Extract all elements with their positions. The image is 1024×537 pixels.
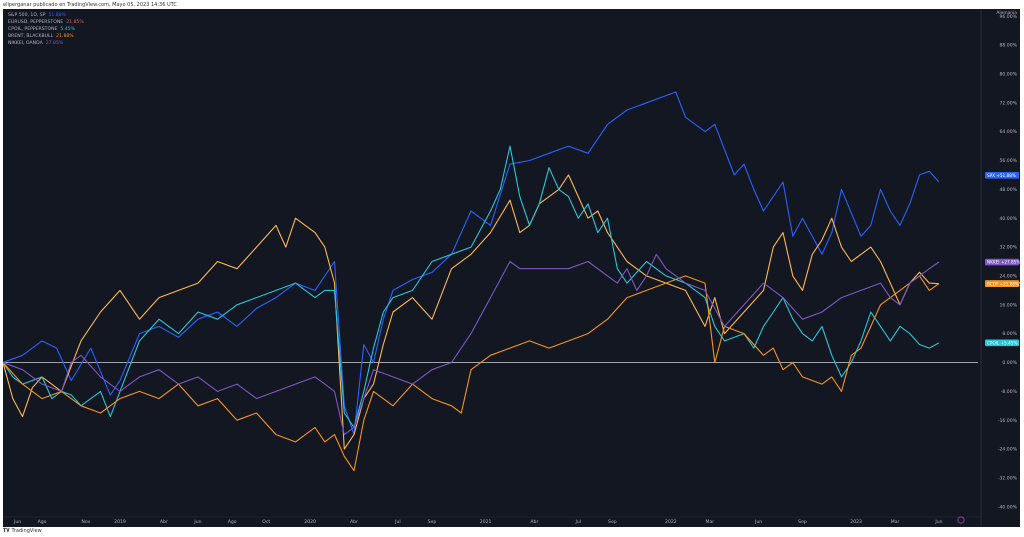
tradingview-footer: 𝐓𝐕 TradingView — [3, 528, 42, 534]
x-tick-label: Mar — [891, 519, 900, 525]
y-tick-label: 16.00% — [999, 302, 1017, 308]
x-tick-label: Ago — [38, 519, 47, 525]
x-tick-label: Sep — [608, 519, 617, 525]
chart-credit: eliperganar publicado en TradingView.com… — [3, 2, 177, 8]
y-axis-title: Alemania — [996, 10, 1017, 16]
legend-value: 21.88% — [56, 33, 74, 39]
y-tick-label: 72.00% — [999, 100, 1017, 106]
x-tick-label: Jul — [574, 519, 581, 525]
chart-panel[interactable]: 96.00% 88.00% 80.00% 72.00% 64.00% 56.00% 48.0… — [3, 9, 1020, 527]
series-value-tag-label: BCOY +21.88% — [987, 281, 1019, 286]
x-tick-label: Sep — [798, 519, 807, 525]
x-tick-label: 2019 — [114, 519, 126, 525]
series-line-spx[interactable] — [3, 91, 940, 436]
legend-name: NIKKEI, OANDA — [8, 40, 43, 46]
y-tick-label: 24.00% — [999, 274, 1017, 280]
chart-legend: S&P 500, 1D, SP 51.88% EURUSD, PEPPERSTON… — [8, 13, 84, 48]
x-tick-label: Jun — [934, 519, 942, 525]
legend-item-cpoil[interactable]: CPOIL, PEPPERSTONE 5.45% — [8, 27, 84, 34]
y-tick-label: 96.00% — [999, 14, 1017, 20]
x-tick-label: Nov — [81, 519, 90, 525]
tradingview-logo-icon: 𝐓𝐕 — [3, 528, 10, 534]
series-value-tag-label: CPOIL +5.45% — [987, 341, 1017, 346]
y-tick-label: -8.00% — [1001, 389, 1018, 395]
x-tick-label: Jul — [394, 519, 401, 525]
y-tick-label: 0.00% — [1002, 360, 1017, 366]
series-line-brent[interactable] — [3, 275, 940, 472]
legend-name: EURUSD, PEPPERSTONE — [8, 19, 64, 25]
legend-name: S&P 500, 1D, SP — [8, 13, 46, 18]
footer-brand: TradingView — [11, 528, 42, 534]
series-value-tag-label: NKKEI +27.85% — [987, 260, 1020, 265]
legend-name: BRENT, BLACKBULL — [8, 33, 54, 39]
x-tick-label: Abr — [350, 519, 358, 525]
series-value-tag — [985, 172, 1019, 179]
series-value-tag — [985, 339, 1019, 347]
y-tick-label: 64.00% — [999, 129, 1017, 135]
series-line-cpoil[interactable] — [3, 145, 940, 428]
legend-value: 21.85% — [66, 19, 84, 25]
event-marker-icon[interactable] — [957, 516, 965, 524]
x-tick-label: 2021 — [480, 519, 492, 525]
legend-item-nikkei[interactable]: NIKKEI, OANDA 27.85% — [8, 41, 84, 48]
chart-plot[interactable]: 96.00% 88.00% 80.00% 72.00% 64.00% 56.00% 48.0… — [3, 9, 1020, 527]
legend-item-brent[interactable]: BRENT, BLACKBULL 21.88% — [8, 34, 84, 41]
x-tick-label: Oct — [262, 519, 270, 525]
x-tick-label: Abr — [530, 519, 538, 525]
y-tick-label: -16.00% — [998, 418, 1018, 424]
x-tick-label: Ago — [228, 519, 237, 525]
y-tick-label: 48.00% — [999, 187, 1017, 193]
y-tick-label: 88.00% — [999, 43, 1017, 49]
legend-name: CPOIL, PEPPERSTONE — [8, 26, 58, 32]
series-value-tag — [985, 280, 1019, 287]
series-value-tag-label: SPX +51.88% — [987, 173, 1016, 178]
series-value-tag — [985, 258, 1019, 266]
x-tick-label: Jun — [13, 519, 21, 525]
series-line-nikkei[interactable] — [3, 253, 940, 436]
y-tick-label: 32.00% — [999, 245, 1017, 251]
y-tick-label: -32.00% — [998, 476, 1018, 482]
x-tick-label: 2020 — [304, 519, 316, 525]
x-tick-label: Abr — [160, 519, 168, 525]
x-tick-label: Sep — [428, 519, 437, 525]
x-tick-label: Jun — [754, 519, 762, 525]
x-tick-label: Mar — [706, 519, 715, 525]
x-tick-label: 2022 — [665, 519, 677, 525]
legend-value: 51.88% — [48, 13, 67, 18]
legend-item-eurusd[interactable]: EURUSD, PEPPERSTONE 21.85% — [8, 20, 84, 27]
legend-value: 27.85% — [45, 40, 64, 46]
y-tick-label: -40.00% — [998, 504, 1018, 510]
x-tick-label: Jun — [193, 519, 201, 525]
y-tick-label: 56.00% — [999, 158, 1017, 164]
y-tick-label: 40.00% — [999, 216, 1017, 222]
y-tick-label: -24.00% — [998, 447, 1018, 453]
x-tick-label: 2023 — [850, 519, 862, 525]
legend-value: 5.45% — [60, 26, 76, 32]
legend-item-spx[interactable]: S&P 500, 1D, SP 51.88% — [8, 13, 84, 20]
y-tick-label: 80.00% — [999, 72, 1017, 78]
series-line-eurusd[interactable] — [3, 174, 940, 450]
y-tick-label: 8.00% — [1002, 331, 1017, 337]
